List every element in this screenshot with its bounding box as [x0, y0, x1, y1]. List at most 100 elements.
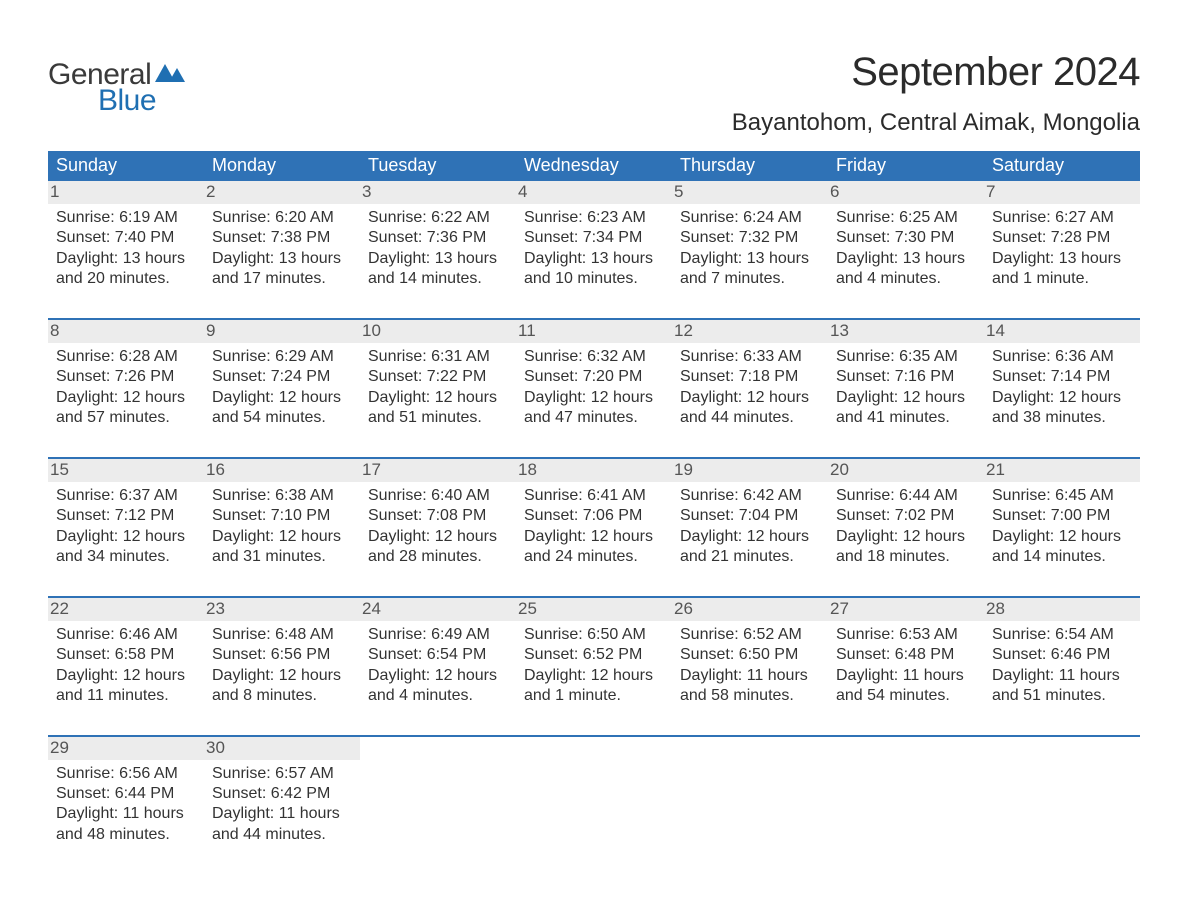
day-cell: 1Sunrise: 6:19 AMSunset: 7:40 PMDaylight… — [48, 181, 204, 298]
daylight-text: Daylight: 12 hours — [836, 388, 976, 408]
day-cell: 2Sunrise: 6:20 AMSunset: 7:38 PMDaylight… — [204, 181, 360, 298]
sunset-text: Sunset: 7:22 PM — [368, 367, 508, 387]
day-body: Sunrise: 6:22 AMSunset: 7:36 PMDaylight:… — [368, 208, 508, 290]
day-cell: 16 Sunrise: 6:38 AMSunset: 7:10 PMDayligh… — [204, 459, 360, 576]
daylight-text: and 58 minutes. — [680, 686, 820, 706]
daylight-text: Daylight: 12 hours — [56, 527, 196, 547]
day-body: Sunrise: 6:27 AMSunset: 7:28 PMDaylight:… — [992, 208, 1132, 290]
sunset-text: Sunset: 7:08 PM — [368, 506, 508, 526]
sunset-text: Sunset: 7:24 PM — [212, 367, 352, 387]
date-number: 16 — [204, 459, 360, 482]
daylight-text: and 10 minutes. — [524, 269, 664, 289]
sunrise-text: Sunrise: 6:40 AM — [368, 486, 508, 506]
date-number: 20 — [828, 459, 984, 482]
day-cell: 28Sunrise: 6:54 AMSunset: 6:46 PMDayligh… — [984, 598, 1140, 715]
month-title: September 2024 — [732, 50, 1140, 95]
daylight-text: Daylight: 12 hours — [524, 388, 664, 408]
date-number: 23 — [204, 598, 360, 621]
daylight-text: and 28 minutes. — [368, 547, 508, 567]
day-body: Sunrise: 6:57 AMSunset: 6:42 PMDaylight:… — [212, 764, 352, 846]
date-number: 1 — [48, 181, 204, 204]
day-body: Sunrise: 6:32 AMSunset: 7:20 PMDaylight:… — [524, 347, 664, 429]
day-body: Sunrise: 6:50 AMSunset: 6:52 PMDaylight:… — [524, 625, 664, 707]
date-number: 3 — [360, 181, 516, 204]
daylight-text: Daylight: 13 hours — [368, 249, 508, 269]
day-body: Sunrise: 6:25 AMSunset: 7:30 PMDaylight:… — [836, 208, 976, 290]
sunset-text: Sunset: 7:40 PM — [56, 228, 196, 248]
sunset-text: Sunset: 6:44 PM — [56, 784, 196, 804]
sunrise-text: Sunrise: 6:36 AM — [992, 347, 1132, 367]
date-number: 9 — [204, 320, 360, 343]
daylight-text: and 31 minutes. — [212, 547, 352, 567]
daylight-text: and 51 minutes. — [992, 686, 1132, 706]
sunset-text: Sunset: 7:04 PM — [680, 506, 820, 526]
sunset-text: Sunset: 7:14 PM — [992, 367, 1132, 387]
daylight-text: and 11 minutes. — [56, 686, 196, 706]
daylight-text: Daylight: 12 hours — [368, 527, 508, 547]
sunrise-text: Sunrise: 6:22 AM — [368, 208, 508, 228]
daylight-text: Daylight: 11 hours — [836, 666, 976, 686]
day-cell: 18 Sunrise: 6:41 AMSunset: 7:06 PMDayligh… — [516, 459, 672, 576]
day-cell: 17Sunrise: 6:40 AMSunset: 7:08 PMDayligh… — [360, 459, 516, 576]
daylight-text: Daylight: 12 hours — [992, 388, 1132, 408]
sunrise-text: Sunrise: 6:37 AM — [56, 486, 196, 506]
sunrise-text: Sunrise: 6:23 AM — [524, 208, 664, 228]
day-cell: ..... — [984, 737, 1140, 854]
daylight-text: Daylight: 13 hours — [680, 249, 820, 269]
day-body: Sunrise: 6:41 AMSunset: 7:06 PMDaylight:… — [524, 486, 664, 568]
logo: General Blue — [48, 50, 189, 116]
date-number: 29 — [48, 737, 204, 760]
sunset-text: Sunset: 7:30 PM — [836, 228, 976, 248]
daylight-text: Daylight: 12 hours — [368, 388, 508, 408]
date-number: 15 — [48, 459, 204, 482]
sunrise-text: Sunrise: 6:20 AM — [212, 208, 352, 228]
sunset-text: Sunset: 7:12 PM — [56, 506, 196, 526]
daylight-text: and 48 minutes. — [56, 825, 196, 845]
sunset-text: Sunset: 7:00 PM — [992, 506, 1132, 526]
day-cell: 26Sunrise: 6:52 AMSunset: 6:50 PMDayligh… — [672, 598, 828, 715]
date-number: 18 — [516, 459, 672, 482]
day-cell: ..... — [828, 737, 984, 854]
sunrise-text: Sunrise: 6:49 AM — [368, 625, 508, 645]
week-row: 22 Sunrise: 6:46 AMSunset: 6:58 PMDayligh… — [48, 596, 1140, 715]
week-row: 15Sunrise: 6:37 AMSunset: 7:12 PMDayligh… — [48, 457, 1140, 576]
day-body: Sunrise: 6:36 AMSunset: 7:14 PMDaylight:… — [992, 347, 1132, 429]
sunset-text: Sunset: 6:58 PM — [56, 645, 196, 665]
date-number: 24 — [360, 598, 516, 621]
day-cell: 14Sunrise: 6:36 AMSunset: 7:14 PMDayligh… — [984, 320, 1140, 437]
day-body: Sunrise: 6:52 AMSunset: 6:50 PMDaylight:… — [680, 625, 820, 707]
header-row: General Blue September 2024 Bayantohom, … — [48, 50, 1140, 137]
daylight-text: and 44 minutes. — [212, 825, 352, 845]
sunrise-text: Sunrise: 6:38 AM — [212, 486, 352, 506]
day-cell: 9Sunrise: 6:29 AMSunset: 7:24 PMDaylight… — [204, 320, 360, 437]
daylight-text: and 41 minutes. — [836, 408, 976, 428]
daylight-text: and 4 minutes. — [836, 269, 976, 289]
sunrise-text: Sunrise: 6:56 AM — [56, 764, 196, 784]
date-number: 13 — [828, 320, 984, 343]
date-number: 21 — [984, 459, 1140, 482]
date-number: 28 — [984, 598, 1140, 621]
sunrise-text: Sunrise: 6:24 AM — [680, 208, 820, 228]
day-header-row: Sunday Monday Tuesday Wednesday Thursday… — [48, 151, 1140, 181]
week-row: 8Sunrise: 6:28 AMSunset: 7:26 PMDaylight… — [48, 318, 1140, 437]
sunset-text: Sunset: 7:32 PM — [680, 228, 820, 248]
day-body: Sunrise: 6:33 AMSunset: 7:18 PMDaylight:… — [680, 347, 820, 429]
day-cell: 20Sunrise: 6:44 AMSunset: 7:02 PMDayligh… — [828, 459, 984, 576]
daylight-text: and 44 minutes. — [680, 408, 820, 428]
sunrise-text: Sunrise: 6:28 AM — [56, 347, 196, 367]
day-cell: 8Sunrise: 6:28 AMSunset: 7:26 PMDaylight… — [48, 320, 204, 437]
date-number: 22 — [48, 598, 204, 621]
day-body: Sunrise: 6:23 AMSunset: 7:34 PMDaylight:… — [524, 208, 664, 290]
sunset-text: Sunset: 6:56 PM — [212, 645, 352, 665]
daylight-text: Daylight: 11 hours — [212, 804, 352, 824]
daylight-text: and 47 minutes. — [524, 408, 664, 428]
date-number: 7 — [984, 181, 1140, 204]
day-header-tue: Tuesday — [360, 151, 516, 181]
daylight-text: and 38 minutes. — [992, 408, 1132, 428]
logo-text-blue: Blue — [98, 86, 189, 116]
day-cell: 23Sunrise: 6:48 AMSunset: 6:56 PMDayligh… — [204, 598, 360, 715]
daylight-text: and 54 minutes. — [836, 686, 976, 706]
day-body: Sunrise: 6:38 AMSunset: 7:10 PMDaylight:… — [212, 486, 352, 568]
day-body: Sunrise: 6:37 AMSunset: 7:12 PMDaylight:… — [56, 486, 196, 568]
day-body: Sunrise: 6:46 AMSunset: 6:58 PMDaylight:… — [56, 625, 196, 707]
